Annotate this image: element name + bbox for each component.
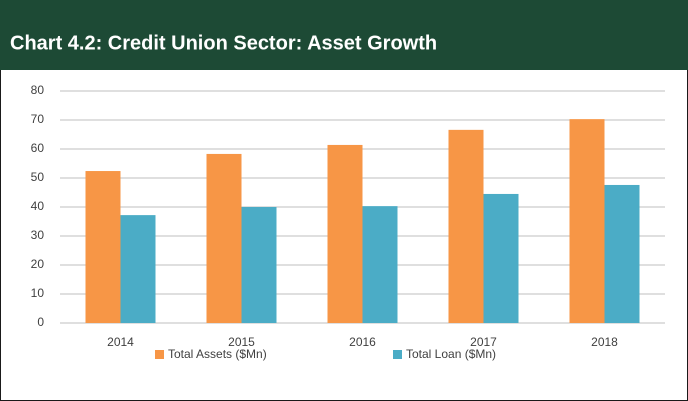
y-tick-label: 10 bbox=[31, 286, 45, 300]
bar bbox=[120, 215, 156, 323]
y-tick-label: 30 bbox=[31, 228, 45, 242]
bar bbox=[241, 207, 277, 323]
bar bbox=[206, 153, 242, 323]
header-band bbox=[0, 0, 688, 70]
legend-label: Total Assets ($Mn) bbox=[168, 347, 267, 361]
bar bbox=[85, 171, 121, 323]
x-tick-label: 2015 bbox=[228, 335, 255, 349]
legend-label: Total Loan ($Mn) bbox=[406, 347, 496, 361]
y-tick-label: 0 bbox=[37, 315, 44, 329]
bar bbox=[362, 206, 398, 323]
legend-swatch bbox=[155, 350, 164, 359]
y-tick-label: 20 bbox=[31, 257, 45, 271]
bar bbox=[483, 193, 519, 323]
x-tick-label: 2014 bbox=[107, 335, 134, 349]
legend-swatch bbox=[393, 350, 402, 359]
y-tick-label: 60 bbox=[31, 141, 45, 155]
chart-title: Chart 4.2: Credit Union Sector: Asset Gr… bbox=[10, 32, 437, 54]
x-tick-label: 2017 bbox=[470, 335, 497, 349]
y-tick-label: 80 bbox=[31, 83, 45, 97]
y-tick-label: 40 bbox=[31, 199, 45, 213]
bar bbox=[604, 184, 640, 323]
y-tick-label: 70 bbox=[31, 112, 45, 126]
x-tick-label: 2018 bbox=[591, 335, 618, 349]
bar bbox=[327, 144, 363, 323]
bar bbox=[569, 119, 605, 323]
bar bbox=[448, 129, 484, 323]
x-tick-label: 2016 bbox=[349, 335, 376, 349]
y-tick-label: 50 bbox=[31, 170, 45, 184]
